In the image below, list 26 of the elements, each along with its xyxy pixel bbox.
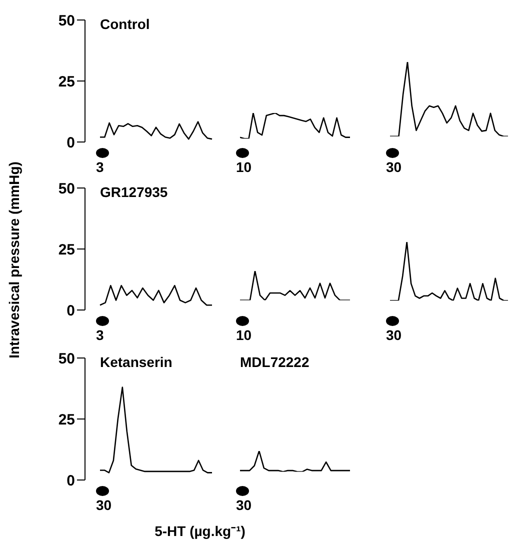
text: 3 (96, 159, 104, 175)
text: 10 (236, 326, 252, 343)
y-tick-label: 0 (66, 134, 75, 152)
text: 30 (96, 497, 112, 513)
y-axis-title: Intravesical pressure (mmHg) (6, 162, 22, 358)
chart-title: MDL72222 (240, 354, 310, 370)
text: 3 (96, 327, 104, 343)
chart-title: Ketanserin (100, 354, 172, 370)
x-axis-title: 5-HT (µg.kg⁻¹) (154, 523, 246, 539)
y-tick-label: 0 (66, 472, 75, 490)
text: 30 (386, 326, 402, 343)
text: 10 (236, 159, 252, 175)
line-series (99, 284, 213, 306)
line-series (99, 121, 213, 140)
y-tick-label: 25 (58, 241, 75, 258)
y-tick-label: 0 (66, 302, 75, 320)
y-tick-label: 50 (58, 12, 75, 30)
text: 30 (386, 159, 402, 175)
chart-title: Control (100, 16, 150, 32)
y-tick-label: 25 (58, 73, 75, 90)
y-tick-label: 50 (58, 180, 75, 198)
y-tick-label: 25 (58, 411, 75, 428)
chart-title: GR127935 (100, 184, 168, 200)
text: 30 (236, 496, 252, 513)
line-series (99, 386, 213, 474)
y-tick-label: 50 (58, 350, 75, 368)
